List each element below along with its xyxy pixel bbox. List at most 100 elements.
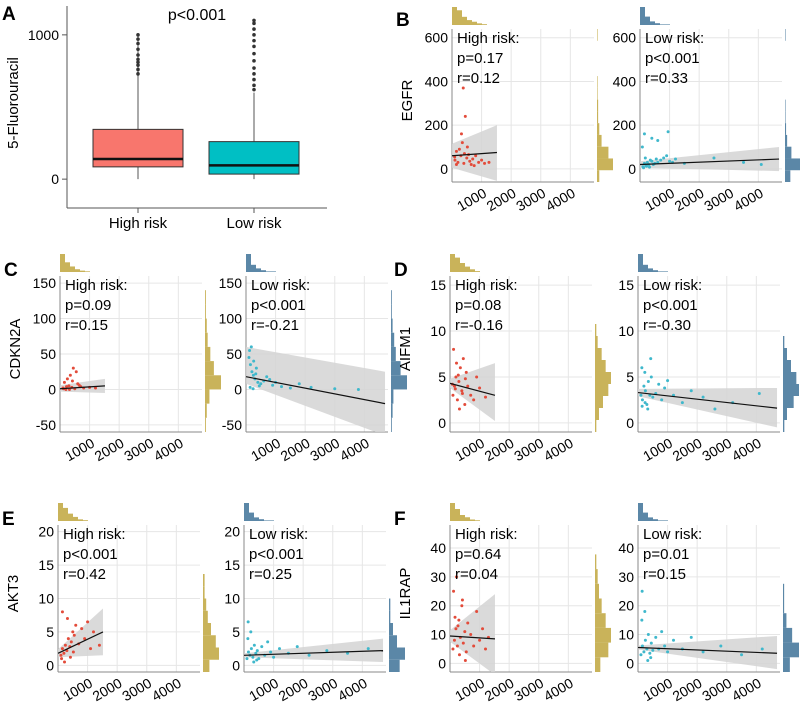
scatter-point bbox=[59, 653, 63, 657]
scatter-point bbox=[452, 347, 456, 351]
scatter-point bbox=[465, 145, 469, 149]
regression-line bbox=[638, 391, 778, 409]
ytick-label: 0 bbox=[234, 381, 242, 397]
scatter-point bbox=[62, 380, 66, 384]
marginal-hist-y-bar bbox=[205, 361, 214, 376]
scatter-point bbox=[689, 389, 693, 393]
marginal-hist-x-bar bbox=[643, 512, 648, 521]
marginal-hist-x-bar bbox=[65, 262, 70, 272]
marginal-hist-x-bar bbox=[251, 264, 256, 272]
ytick-label: 15 bbox=[224, 557, 240, 573]
scatter-point bbox=[69, 640, 73, 644]
box-outlier bbox=[252, 87, 256, 92]
scatter-point bbox=[643, 638, 647, 642]
scatter-point bbox=[325, 649, 329, 653]
scatter-point bbox=[460, 598, 464, 602]
annotation-pvalue: p<0.001 bbox=[251, 297, 306, 314]
scatter-point bbox=[260, 645, 264, 649]
marginal-hist-y-bar bbox=[391, 375, 407, 390]
scatter-point bbox=[674, 157, 677, 161]
marginal-hist-x-bar bbox=[254, 517, 259, 521]
scatter-point bbox=[660, 630, 664, 634]
marginal-hist-y-bar bbox=[205, 304, 206, 319]
marginal-hist-y-bar bbox=[203, 623, 211, 636]
scatter-point bbox=[271, 383, 275, 387]
annotation-r: r=0.33 bbox=[645, 70, 688, 87]
marginal-hist-y-bar bbox=[391, 389, 394, 404]
ytick-label: 20 bbox=[224, 524, 240, 540]
regression-line bbox=[246, 376, 386, 405]
scatter-point bbox=[254, 366, 258, 370]
scatter-point bbox=[278, 647, 281, 651]
scatter-point bbox=[643, 401, 647, 405]
scatter-point bbox=[60, 647, 64, 651]
marginal-hist-x-bar bbox=[460, 263, 465, 272]
scatter-point bbox=[333, 387, 337, 391]
scatter-point bbox=[255, 649, 259, 653]
marginal-hist-y-bar bbox=[389, 635, 397, 648]
marginal-hist-y-bar bbox=[391, 304, 392, 319]
annotation-title: Low risk: bbox=[643, 277, 702, 294]
scatter-point bbox=[457, 618, 461, 622]
box-low-risk bbox=[208, 141, 300, 175]
scatter-point bbox=[646, 380, 650, 384]
ytick-label: 10 bbox=[430, 627, 446, 643]
scatter-point bbox=[463, 402, 467, 406]
marginal-hist-y-bar bbox=[783, 384, 799, 396]
annotation-pvalue: p<0.001 bbox=[249, 546, 304, 563]
ytick-label: 0 bbox=[438, 655, 446, 671]
marginal-hist-x-bar bbox=[660, 24, 665, 25]
marginal-hist-y-bar bbox=[391, 346, 396, 362]
panel-letter-e: E bbox=[2, 509, 15, 530]
scatter-point bbox=[259, 382, 263, 386]
marginal-hist-y-bar bbox=[203, 574, 205, 587]
box-outlier bbox=[136, 72, 140, 76]
scatter-point bbox=[640, 366, 644, 370]
subplot-plot-area bbox=[58, 608, 104, 664]
marginal-hist-x-bar bbox=[470, 269, 475, 272]
marginal-hist-x-bar bbox=[643, 264, 648, 272]
regression-line bbox=[58, 631, 104, 654]
panel-letter-b: B bbox=[396, 10, 410, 31]
scatter-point bbox=[288, 386, 292, 390]
marginal-hist-y-bar bbox=[597, 87, 598, 100]
scatter-point bbox=[666, 130, 670, 134]
scatter-point bbox=[460, 389, 464, 393]
scatter-point bbox=[307, 653, 311, 657]
marginal-hist-x-bar bbox=[450, 254, 455, 272]
scatter-point bbox=[457, 380, 461, 384]
scatter-point bbox=[268, 378, 272, 382]
scatter-point bbox=[71, 650, 75, 654]
scatter-point bbox=[640, 618, 644, 622]
marginal-hist-x-bar bbox=[648, 517, 653, 521]
scatter-point bbox=[666, 650, 670, 654]
marginal-hist-y-bar bbox=[205, 389, 210, 404]
scatter-point bbox=[60, 657, 64, 661]
box-outlier bbox=[136, 37, 140, 41]
panel-letter-f: F bbox=[394, 509, 406, 530]
marginal-hist-y-bar bbox=[595, 613, 606, 628]
box-high-risk bbox=[92, 128, 184, 168]
marginal-hist-x-bar bbox=[472, 21, 477, 25]
scatter-point bbox=[713, 407, 717, 411]
scatter-point bbox=[643, 370, 647, 374]
scatter-point bbox=[701, 395, 705, 399]
scatter-point bbox=[481, 627, 485, 631]
ytick-label: 200 bbox=[613, 117, 637, 133]
xtick-label: 4000 bbox=[541, 435, 576, 465]
scatter-point bbox=[454, 627, 458, 631]
scatter-point bbox=[455, 398, 459, 402]
annotation-pvalue: p=0.64 bbox=[455, 546, 501, 563]
panel-a-ytick-label: 0 bbox=[51, 171, 59, 187]
ytick-label: 10 bbox=[430, 323, 446, 339]
scatter-point bbox=[642, 132, 646, 136]
scatter-point bbox=[455, 361, 459, 365]
annotation-title: High risk: bbox=[455, 526, 518, 543]
scatter-point bbox=[80, 627, 84, 631]
scatter-point bbox=[266, 640, 270, 644]
box-outlier bbox=[136, 60, 140, 65]
marginal-hist-y-bar bbox=[391, 417, 392, 432]
scatter-point bbox=[642, 650, 646, 654]
ytick-label: 5 bbox=[232, 624, 240, 640]
